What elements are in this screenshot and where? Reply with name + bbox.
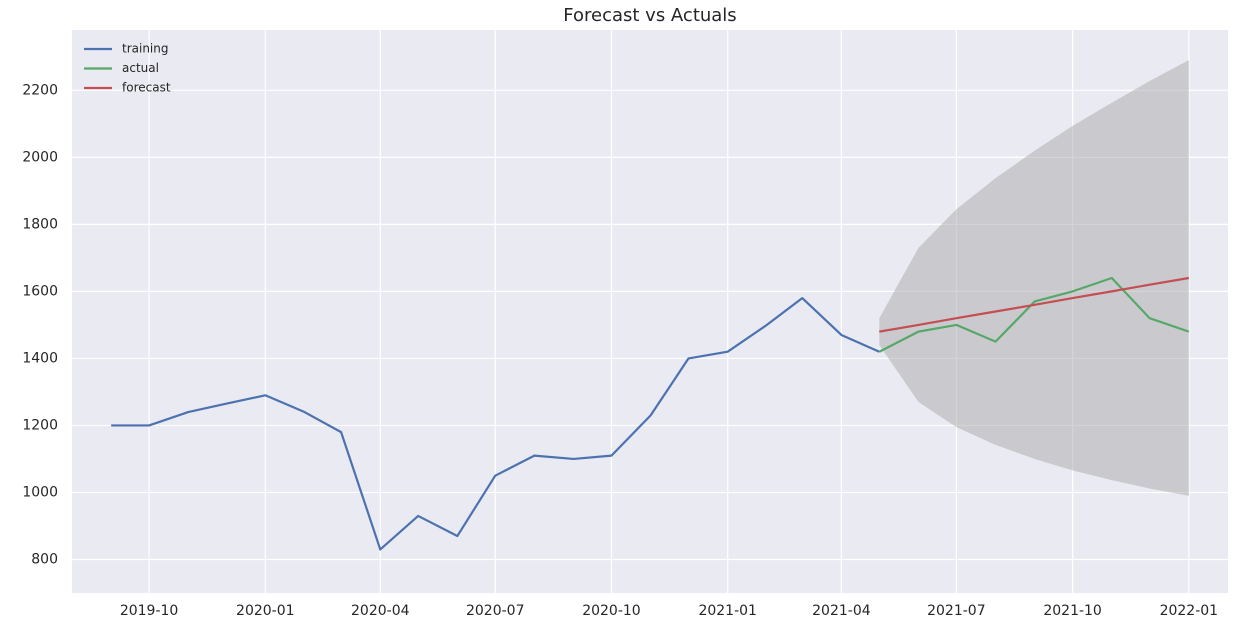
y-tick-label: 2200	[22, 82, 58, 98]
y-tick-label: 1000	[22, 484, 58, 500]
chart-title: Forecast vs Actuals	[563, 5, 736, 26]
x-tick-label: 2020-01	[236, 603, 295, 619]
x-tick-label: 2020-04	[351, 603, 410, 619]
legend-label: training	[122, 42, 169, 56]
y-tick-label: 800	[31, 551, 58, 567]
y-tick-label: 1400	[22, 350, 58, 366]
x-tick-label: 2021-07	[927, 603, 986, 619]
y-tick-label: 1200	[22, 417, 58, 433]
legend-label: forecast	[122, 81, 171, 95]
x-tick-label: 2022-01	[1160, 603, 1219, 619]
y-tick-label: 1600	[22, 283, 58, 299]
legend-label: actual	[122, 61, 159, 75]
line-series	[879, 276, 1190, 333]
x-tick-label: 2021-10	[1043, 603, 1102, 619]
y-tick-label: 2000	[22, 149, 58, 165]
x-tick-label: 2021-04	[812, 603, 871, 619]
x-tick-label: 2020-10	[582, 603, 641, 619]
line-series	[111, 296, 880, 551]
x-tick-label: 2021-01	[698, 603, 757, 619]
y-tick-label: 1800	[22, 216, 58, 232]
line-series	[878, 276, 1190, 353]
confidence-band	[879, 60, 1189, 496]
x-tick-label: 2019-10	[120, 603, 179, 619]
x-tick-label: 2020-07	[466, 603, 525, 619]
